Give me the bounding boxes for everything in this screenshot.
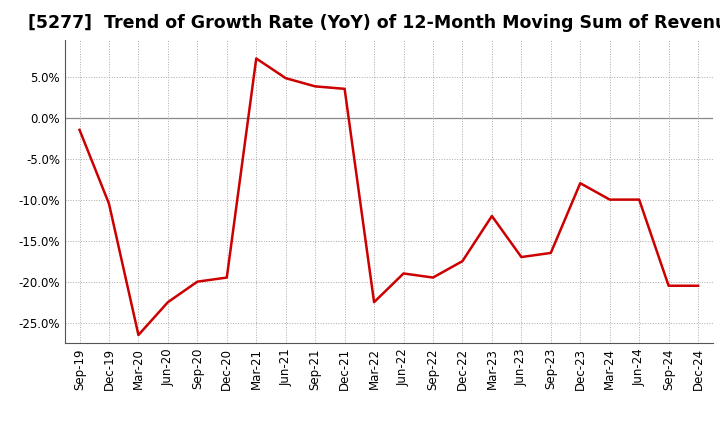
Title: [5277]  Trend of Growth Rate (YoY) of 12-Month Moving Sum of Revenues: [5277] Trend of Growth Rate (YoY) of 12-… bbox=[28, 15, 720, 33]
